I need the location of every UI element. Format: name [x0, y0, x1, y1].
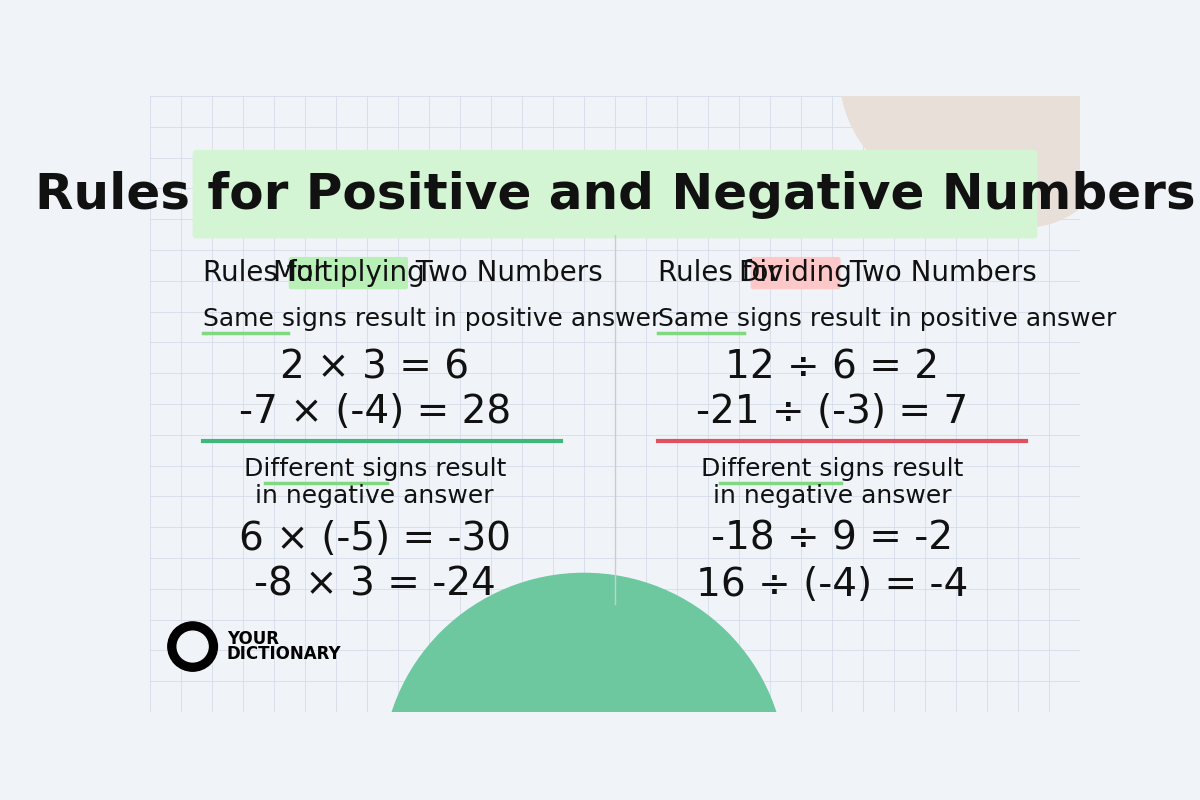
- Text: YOUR: YOUR: [227, 630, 278, 648]
- FancyBboxPatch shape: [751, 257, 840, 290]
- Text: Two Numbers: Two Numbers: [407, 259, 604, 287]
- Circle shape: [168, 622, 217, 671]
- Text: -7 × (-4) = 28: -7 × (-4) = 28: [239, 393, 511, 430]
- Text: in negative answer: in negative answer: [713, 485, 952, 509]
- Text: 16 ÷ (-4) = -4: 16 ÷ (-4) = -4: [696, 566, 968, 604]
- Text: -18 ÷ 9 = -2: -18 ÷ 9 = -2: [710, 520, 953, 558]
- Circle shape: [941, 58, 1111, 227]
- Text: 12 ÷ 6 = 2: 12 ÷ 6 = 2: [725, 348, 940, 386]
- Text: 2 × 3 = 6: 2 × 3 = 6: [280, 348, 469, 386]
- Text: in negative answer: in negative answer: [256, 485, 494, 509]
- Text: Multiplying: Multiplying: [272, 259, 425, 287]
- Text: -21 ÷ (-3) = 7: -21 ÷ (-3) = 7: [696, 393, 968, 430]
- Text: Different signs result: Different signs result: [244, 458, 506, 482]
- Text: -8 × 3 = -24: -8 × 3 = -24: [254, 566, 496, 604]
- Circle shape: [383, 574, 786, 800]
- Text: Same signs result in positive answer: Same signs result in positive answer: [659, 307, 1117, 331]
- Circle shape: [840, 0, 1087, 196]
- Text: Dividing: Dividing: [739, 259, 852, 287]
- Text: 6 × (-5) = -30: 6 × (-5) = -30: [239, 520, 511, 558]
- Text: Same signs result in positive answer: Same signs result in positive answer: [203, 307, 661, 331]
- Text: Rules for Positive and Negative Numbers: Rules for Positive and Negative Numbers: [35, 170, 1195, 218]
- Text: Rules for: Rules for: [203, 259, 334, 287]
- Text: Two Numbers: Two Numbers: [841, 259, 1037, 287]
- Text: Rules for: Rules for: [659, 259, 790, 287]
- Text: Different signs result: Different signs result: [701, 458, 964, 482]
- Text: DICTIONARY: DICTIONARY: [227, 646, 341, 663]
- FancyBboxPatch shape: [289, 257, 408, 290]
- Circle shape: [178, 631, 208, 662]
- FancyBboxPatch shape: [193, 150, 1037, 238]
